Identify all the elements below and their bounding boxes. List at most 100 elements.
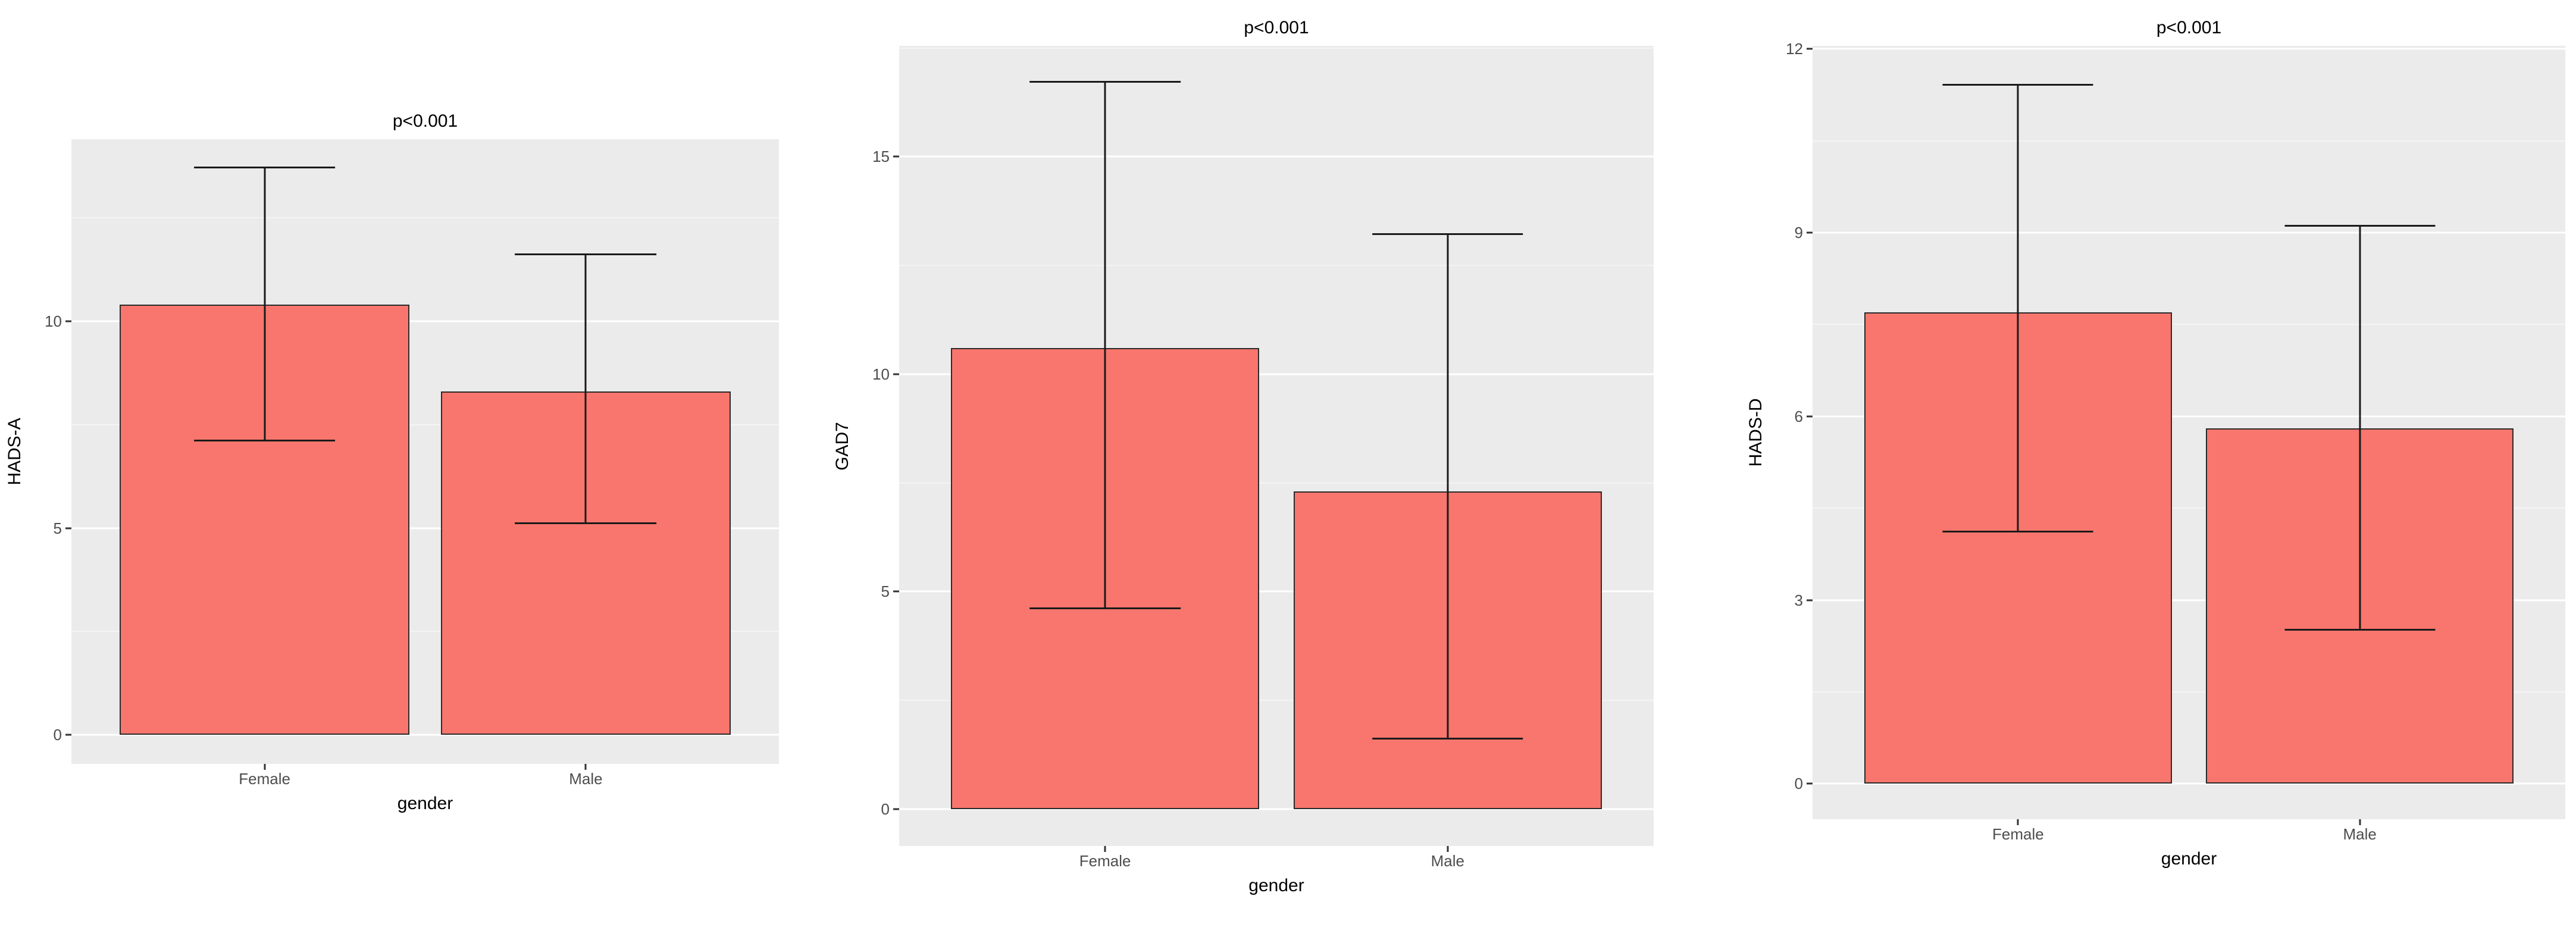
- y-axis-title: GAD7: [828, 46, 857, 846]
- y-tick-label: 0: [1794, 775, 1803, 793]
- gridline-minor: [71, 631, 779, 632]
- y-axis-title: HADS-A: [0, 139, 30, 764]
- x-axis-title: gender: [397, 794, 453, 813]
- y-axis-title-text: HADS-A: [5, 418, 24, 485]
- gridline-minor: [1813, 691, 2565, 693]
- y-tick-label: 0: [53, 726, 62, 744]
- y-tick-mark: [893, 590, 899, 593]
- x-tick-mark: [264, 764, 266, 770]
- charts-page: p<0.001 HADS-A 0 5 10 Female Male gender p…: [0, 9, 2576, 896]
- x-tick-mark: [584, 764, 587, 770]
- chart-title: p<0.001: [2156, 18, 2222, 37]
- error-bar-cap: [2284, 224, 2436, 227]
- y-tick-mark: [1807, 231, 1813, 234]
- y-tick-mark: [893, 373, 899, 375]
- error-bar-cap: [193, 166, 336, 168]
- x-axis: Female Male: [1813, 819, 2565, 847]
- error-bar-cap: [1942, 83, 2093, 86]
- y-tick-mark: [893, 808, 899, 810]
- y-tick-mark: [1807, 782, 1813, 785]
- error-bar-line: [584, 255, 587, 524]
- plot-row: GAD7 0 5 10 15: [828, 46, 1654, 846]
- gridline-major: [1813, 415, 2565, 418]
- gridline-minor: [1813, 324, 2565, 325]
- error-bar-line: [1104, 83, 1106, 609]
- x-axis: Female Male: [899, 846, 1654, 873]
- gridline-minor: [71, 424, 779, 425]
- gridline-minor: [899, 700, 1654, 701]
- y-axis-title: HADS-D: [1741, 46, 1771, 819]
- y-tick-label: 3: [1794, 591, 1803, 609]
- plot-row: HADS-D 0 3 6 9 12: [1741, 41, 2565, 819]
- y-tick-label: 10: [872, 365, 890, 383]
- gridline-minor: [899, 482, 1654, 484]
- y-tick-mark: [1807, 415, 1813, 418]
- error-bar-cap: [1942, 531, 2093, 533]
- y-tick-mark: [1807, 48, 1813, 50]
- error-bar-cap: [1372, 737, 1523, 740]
- gridline-minor: [899, 265, 1654, 267]
- x-tick-label-female: Female: [239, 770, 290, 788]
- y-axis: 0 3 6 9 12: [1771, 41, 1813, 819]
- bar-female: [120, 305, 409, 735]
- gridline-minor: [899, 47, 1654, 49]
- chart-hads-d: p<0.001 HADS-D 0 3 6 9 12 Female Male gender: [1686, 9, 2576, 896]
- y-axis-title-text: GAD7: [832, 421, 852, 471]
- gridline-major: [899, 373, 1654, 375]
- error-bar-cap: [1029, 607, 1181, 609]
- gridline-major: [899, 590, 1654, 593]
- y-tick-label: 5: [53, 519, 62, 537]
- y-tick-label: 6: [1794, 407, 1803, 425]
- x-tick-mark: [1104, 846, 1106, 852]
- plot-panel: [71, 139, 779, 764]
- error-bar-cap: [515, 522, 657, 524]
- y-tick-label: 5: [881, 582, 890, 601]
- error-bar-line: [2359, 226, 2361, 631]
- error-bar-line: [1447, 235, 1449, 740]
- x-tick-mark: [2359, 819, 2361, 825]
- y-tick-label: 10: [45, 312, 62, 330]
- y-tick-label: 9: [1794, 223, 1803, 242]
- chart-gad7: p<0.001 GAD7 0 5 10 15 Female Male gender: [828, 9, 1686, 896]
- y-tick-mark: [1807, 599, 1813, 601]
- x-axis: Female Male: [71, 764, 779, 791]
- y-tick-mark: [893, 155, 899, 158]
- gridline-major: [1813, 48, 2565, 50]
- y-tick-label: 0: [881, 800, 890, 818]
- y-tick-mark: [65, 527, 71, 529]
- x-tick-mark: [1447, 846, 1449, 852]
- y-axis: 0 5 10: [30, 139, 71, 764]
- gridline-minor: [71, 217, 779, 219]
- plot-row: HADS-A 0 5 10: [0, 139, 779, 764]
- error-bar-cap: [1029, 81, 1181, 83]
- y-axis-title-text: HADS-D: [1746, 398, 1766, 467]
- gridline-major: [71, 320, 779, 322]
- chart-hads-a: p<0.001 HADS-A 0 5 10 Female Male gender: [0, 9, 828, 896]
- x-tick-mark: [2017, 819, 2019, 825]
- error-bar-line: [2017, 85, 2019, 533]
- error-bar-cap: [515, 253, 657, 255]
- plot-panel: [1813, 46, 2565, 819]
- gridline-major: [1813, 231, 2565, 234]
- gridline-major: [899, 808, 1654, 810]
- gridline-minor: [1813, 507, 2565, 509]
- chart-title: p<0.001: [392, 111, 458, 131]
- gridline-major: [899, 155, 1654, 158]
- error-bar-cap: [1372, 233, 1523, 235]
- y-tick-label: 15: [872, 148, 890, 166]
- plot-panel: [899, 46, 1654, 846]
- y-axis: 0 5 10 15: [857, 46, 899, 846]
- x-tick-label-male: Male: [2343, 825, 2377, 843]
- gridline-major: [1813, 782, 2565, 785]
- y-tick-mark: [65, 320, 71, 322]
- y-tick-mark: [65, 734, 71, 736]
- x-axis-title: gender: [2161, 849, 2217, 869]
- x-axis-title: gender: [1248, 876, 1304, 895]
- chart-title: p<0.001: [1244, 18, 1309, 37]
- error-bar-cap: [193, 439, 336, 441]
- error-bar-cap: [2284, 628, 2436, 631]
- y-tick-label: 12: [1786, 40, 1803, 58]
- gridline-minor: [1813, 140, 2565, 142]
- error-bar-line: [264, 168, 266, 441]
- gridline-major: [71, 527, 779, 529]
